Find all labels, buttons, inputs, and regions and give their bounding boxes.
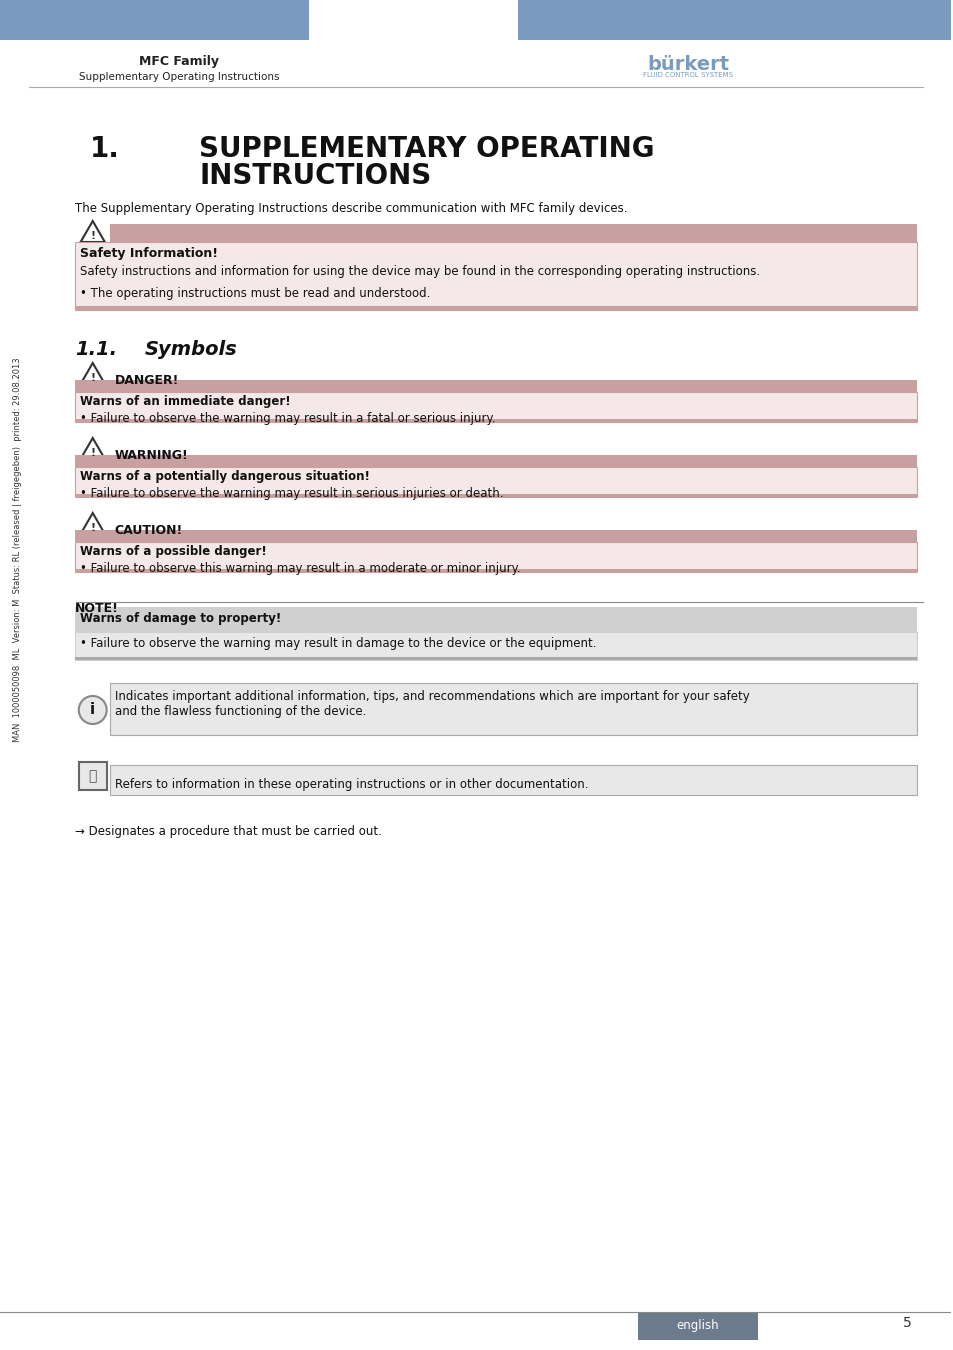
Text: MAN  1000050098  ML  Version: M  Status: RL (released | freigegeben)  printed: 2: MAN 1000050098 ML Version: M Status: RL … <box>13 358 23 742</box>
FancyBboxPatch shape <box>74 568 917 572</box>
Text: DANGER!: DANGER! <box>114 374 179 387</box>
FancyBboxPatch shape <box>74 242 917 310</box>
Circle shape <box>79 697 107 724</box>
Text: i: i <box>91 702 95 717</box>
FancyBboxPatch shape <box>74 541 917 572</box>
Text: → Designates a procedure that must be carried out.: → Designates a procedure that must be ca… <box>74 825 381 838</box>
Text: SUPPLEMENTARY OPERATING: SUPPLEMENTARY OPERATING <box>199 135 654 163</box>
Text: NOTE!: NOTE! <box>74 602 118 616</box>
Text: Supplementary Operating Instructions: Supplementary Operating Instructions <box>79 72 279 82</box>
Text: english: english <box>676 1319 719 1332</box>
FancyBboxPatch shape <box>110 765 917 795</box>
FancyBboxPatch shape <box>74 632 917 660</box>
Text: MFC Family: MFC Family <box>139 55 219 68</box>
Text: !: ! <box>91 448 95 459</box>
FancyBboxPatch shape <box>74 657 917 660</box>
FancyBboxPatch shape <box>74 467 917 497</box>
Text: WARNING!: WARNING! <box>114 450 189 462</box>
FancyBboxPatch shape <box>74 392 917 423</box>
Text: Refers to information in these operating instructions or in other documentation.: Refers to information in these operating… <box>114 778 588 791</box>
Text: • Failure to observe the warning may result in serious injuries or death.: • Failure to observe the warning may res… <box>80 487 503 500</box>
Text: • The operating instructions must be read and understood.: • The operating instructions must be rea… <box>80 288 430 300</box>
FancyBboxPatch shape <box>0 0 309 40</box>
FancyBboxPatch shape <box>74 455 917 467</box>
Text: • Failure to observe this warning may result in a moderate or minor injury.: • Failure to observe this warning may re… <box>80 562 520 575</box>
Text: Safety instructions and information for using the device may be found in the cor: Safety instructions and information for … <box>80 265 760 278</box>
Text: Warns of damage to property!: Warns of damage to property! <box>80 612 281 625</box>
FancyBboxPatch shape <box>74 608 917 632</box>
Text: !: ! <box>91 374 95 383</box>
Text: Warns of a potentially dangerous situation!: Warns of a potentially dangerous situati… <box>80 470 369 483</box>
FancyBboxPatch shape <box>110 224 917 242</box>
Text: 📖: 📖 <box>89 769 97 783</box>
Text: 1.1.: 1.1. <box>74 340 116 359</box>
Text: Indicates important additional information, tips, and recommendations which are : Indicates important additional informati… <box>114 690 749 718</box>
FancyBboxPatch shape <box>638 1312 757 1341</box>
Text: Warns of a possible danger!: Warns of a possible danger! <box>80 545 266 558</box>
FancyBboxPatch shape <box>110 683 917 734</box>
Text: bürkert: bürkert <box>646 55 728 74</box>
Text: 1.: 1. <box>90 135 119 163</box>
Text: • Failure to observe the warning may result in a fatal or serious injury.: • Failure to observe the warning may res… <box>80 412 495 425</box>
Text: • Failure to observe the warning may result in damage to the device or the equip: • Failure to observe the warning may res… <box>80 637 596 649</box>
FancyBboxPatch shape <box>74 379 917 391</box>
Text: Safety Information!: Safety Information! <box>80 247 217 261</box>
Text: !: ! <box>91 524 95 533</box>
Text: !: ! <box>91 231 95 242</box>
FancyBboxPatch shape <box>74 531 917 541</box>
Text: The Supplementary Operating Instructions describe communication with MFC family : The Supplementary Operating Instructions… <box>74 202 627 215</box>
Text: Warns of an immediate danger!: Warns of an immediate danger! <box>80 396 290 408</box>
Text: 5: 5 <box>902 1316 911 1330</box>
FancyBboxPatch shape <box>517 0 950 40</box>
Text: CAUTION!: CAUTION! <box>114 524 183 537</box>
FancyBboxPatch shape <box>79 761 107 790</box>
Text: INSTRUCTIONS: INSTRUCTIONS <box>199 162 431 190</box>
FancyBboxPatch shape <box>74 494 917 497</box>
Text: FLUID CONTROL SYSTEMS: FLUID CONTROL SYSTEMS <box>642 72 732 78</box>
FancyBboxPatch shape <box>74 418 917 423</box>
FancyBboxPatch shape <box>74 306 917 310</box>
Text: Symbols: Symbols <box>145 340 237 359</box>
